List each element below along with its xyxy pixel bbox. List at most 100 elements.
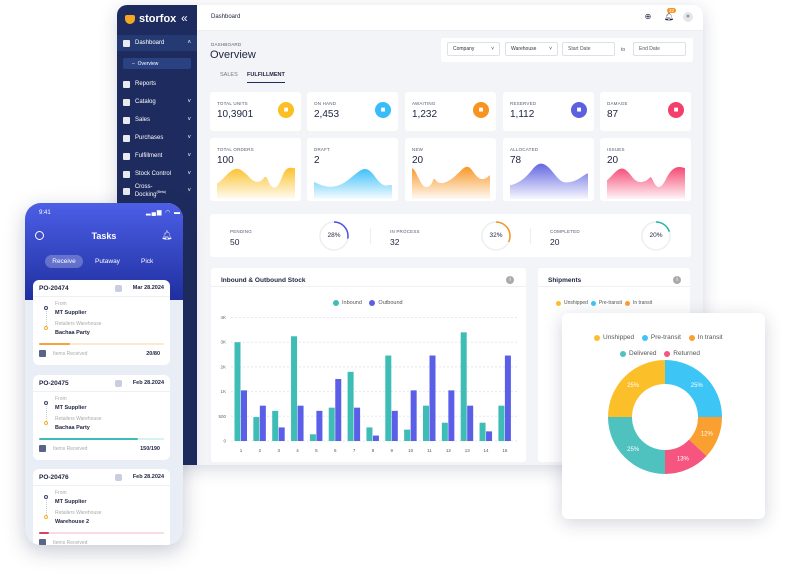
bar-inbound[interactable]: [272, 410, 279, 441]
bar-outbound[interactable]: [448, 390, 455, 441]
destination-dot-icon: [44, 515, 48, 519]
donut-slice-pre-transit[interactable]: [665, 360, 722, 417]
orders-sparkline-card[interactable]: ISSUES 20: [600, 138, 691, 201]
bar-inbound[interactable]: [479, 422, 486, 441]
end-date-input[interactable]: End Date: [633, 42, 686, 56]
select-value: Company: [453, 46, 475, 52]
orders-sparkline-card[interactable]: ALLOCATED 78: [503, 138, 594, 201]
sidebar-item-catalog[interactable]: Catalog ˅: [117, 94, 197, 110]
info-icon[interactable]: i: [673, 276, 681, 284]
tab-fulfillment[interactable]: FULFILLMENT: [247, 72, 285, 83]
card-label: DRAFT: [314, 147, 330, 152]
orders-sparkline-card[interactable]: NEW 20: [405, 138, 496, 201]
sidebar-subitem-overview[interactable]: – Overview: [123, 58, 191, 69]
tab-sales[interactable]: SALES: [220, 72, 238, 78]
divider: [211, 286, 526, 287]
bar-inbound[interactable]: [498, 405, 505, 441]
logo: storfox: [125, 13, 176, 25]
cross-docking-icon: [123, 187, 130, 195]
x-tick-label: 3: [277, 448, 280, 453]
bar-outbound[interactable]: [335, 379, 342, 441]
kpi-card[interactable]: AWAITING 1,232 ■: [405, 92, 496, 131]
task-card[interactable]: PO-20476 Feb 28.2024 From MT Supplier Re…: [33, 469, 170, 545]
clock-icon: ■: [473, 102, 489, 118]
sparkline-area: [412, 166, 490, 199]
bar-inbound[interactable]: [460, 332, 467, 441]
bar-outbound[interactable]: [297, 405, 304, 441]
bar-outbound[interactable]: [391, 410, 398, 441]
bar-inbound[interactable]: [347, 371, 354, 441]
kpi-card[interactable]: TOTAL UNITS 10,3901 ■: [210, 92, 301, 131]
divider: [33, 391, 170, 392]
from-value: MT Supplier: [55, 310, 87, 316]
orders-sparkline-card[interactable]: DRAFT 2: [307, 138, 398, 201]
sidebar-item-label: Purchases: [135, 135, 164, 141]
task-card[interactable]: PO-20475 Feb 28.2024 From MT Supplier Re…: [33, 375, 170, 460]
date-range-separator: to: [621, 47, 626, 53]
bar-outbound[interactable]: [429, 355, 436, 441]
from-value: MT Supplier: [55, 405, 87, 411]
avatar[interactable]: ●: [683, 12, 693, 22]
sidebar-item-fulfillment[interactable]: Fulfillment ˅: [117, 148, 197, 164]
legend-label: In transit: [632, 300, 653, 306]
bar-inbound[interactable]: [291, 336, 298, 441]
sidebar-item-cross-docking[interactable]: Cross-Docking(Beta) ˅: [117, 183, 197, 199]
tab-receive[interactable]: Receive: [45, 255, 83, 268]
bar-outbound[interactable]: [278, 427, 285, 441]
sidebar-item-stock-control[interactable]: Stock Control ˅: [117, 166, 197, 182]
collapse-sidebar-icon[interactable]: «: [181, 11, 188, 25]
bar-inbound[interactable]: [404, 429, 411, 441]
bar-inbound[interactable]: [423, 405, 429, 441]
status-label: PENDING: [230, 229, 252, 234]
bar-inbound[interactable]: [441, 422, 448, 441]
kpi-card[interactable]: RESERVED 1,112 ■: [503, 92, 594, 131]
legend-swatch-outbound: [369, 300, 376, 306]
status-summary-card: PENDING 50 28% IN PROCESS 32 32% COMPLETED…: [210, 214, 691, 257]
donut-slice-in-transit[interactable]: [689, 417, 722, 457]
bar-outbound[interactable]: [486, 431, 493, 441]
bar-inbound[interactable]: [385, 355, 392, 441]
bar-outbound[interactable]: [410, 390, 417, 441]
bar-outbound[interactable]: [467, 405, 474, 441]
bar-inbound[interactable]: [328, 407, 335, 441]
sidebar-item-sales[interactable]: Sales ˅: [117, 112, 197, 128]
chevron-down-icon: ˅: [491, 46, 494, 52]
chevron-down-icon: ˅: [187, 135, 191, 141]
task-card[interactable]: PO-20474 Mar 28.2024 From MT Supplier Re…: [33, 280, 170, 365]
search-icon[interactable]: [35, 231, 44, 240]
shipments-legend-small: Unshipped Pre-transit In transit: [556, 300, 652, 306]
bell-icon[interactable]: 🔔︎: [664, 12, 675, 21]
bar-outbound[interactable]: [241, 390, 247, 441]
orders-sparkline-card[interactable]: TOTAL ORDERS 100: [210, 138, 301, 201]
bar-outbound[interactable]: [354, 407, 361, 441]
sidebar-item-reports[interactable]: Reports: [117, 76, 197, 92]
bar-outbound[interactable]: [259, 405, 266, 441]
kpi-value: 10,3901: [217, 109, 254, 120]
bar-outbound[interactable]: [504, 355, 511, 441]
donut-slice-returned[interactable]: [665, 439, 707, 474]
from-value: MT Supplier: [55, 499, 87, 505]
bar-inbound[interactable]: [366, 427, 373, 441]
donut-slice-unshipped[interactable]: [608, 360, 665, 417]
company-select[interactable]: Company ˅: [447, 42, 500, 56]
bar-inbound[interactable]: [253, 417, 260, 441]
info-icon[interactable]: i: [506, 276, 514, 284]
donut-slice-delivered[interactable]: [608, 417, 665, 474]
chevron-down-icon: ˅: [187, 99, 191, 105]
sidebar-item-dashboard[interactable]: Dashboard ˄: [117, 35, 197, 51]
bar-inbound[interactable]: [309, 434, 316, 441]
help-lifebuoy-icon[interactable]: ⊕: [644, 12, 652, 21]
kpi-card[interactable]: DAMAGE 87 ■: [600, 92, 691, 131]
bar-outbound[interactable]: [316, 410, 323, 441]
tab-pick[interactable]: Pick: [141, 258, 154, 265]
start-date-input[interactable]: Start Date: [562, 42, 615, 56]
sidebar-item-purchases[interactable]: Purchases ˅: [117, 130, 197, 146]
bar-inbound[interactable]: [234, 342, 241, 441]
warehouse-select[interactable]: Warehouse ˅: [505, 42, 558, 56]
bell-icon[interactable]: 🔔︎: [161, 230, 173, 240]
bar-outbound[interactable]: [372, 435, 379, 441]
kpi-card[interactable]: ON HAND 2,453 ■: [307, 92, 398, 131]
tab-putaway[interactable]: Putaway: [95, 258, 120, 265]
calendar-icon: [115, 380, 122, 387]
reserved-icon: ■: [571, 102, 587, 118]
